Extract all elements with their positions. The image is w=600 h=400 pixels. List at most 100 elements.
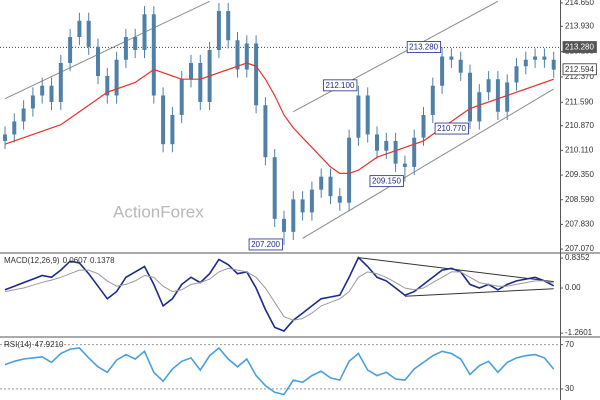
y-tick-label: 212.370 [565,72,594,81]
candle-body [300,199,305,213]
indicator-name: RSI(14) [4,340,32,349]
y-tick-label: 30 [565,384,574,393]
candle-body [151,14,156,96]
y-tick-label: 0.00 [565,283,581,292]
candle-body [49,85,54,102]
candle-body [356,95,361,138]
indicator-line [4,267,554,321]
candle-body [282,218,286,232]
y-tick-label: 207.070 [565,244,594,253]
candle-body [86,20,91,47]
reference-line-label: 213.280 [565,43,594,52]
candle-body [458,59,463,73]
candle-body [347,137,352,203]
y-tick-label: 208.590 [565,195,594,204]
indicator-readout: 47.9210 [35,340,64,349]
indicator-name: MACD(12,26,9) [4,256,60,265]
y-tick-label: 70 [565,340,574,349]
indicator-line [4,256,555,332]
candle-body [3,134,7,141]
trendline [302,88,554,239]
candle-body [402,163,407,167]
label-box [434,122,469,135]
candle-body [486,79,491,93]
candle-body [337,196,342,203]
candle-body [68,37,73,63]
candle-body [96,46,100,76]
y-tick-label: -1.2601 [565,328,593,337]
candle-body [551,59,556,70]
y-tick-label: 209.350 [565,170,594,179]
candle-body [468,72,472,122]
candle-body [514,66,519,83]
candle-body [412,137,417,167]
label-box [369,175,404,188]
candle-body [542,56,547,60]
y-tick-label: 213.930 [565,21,594,30]
trendline [293,0,499,113]
y-tick-label: 210.870 [565,121,594,130]
annotation-label: 212.100 [325,81,354,90]
candle-body [226,11,231,41]
candle-body [114,59,119,96]
y-tick-label: 207.830 [565,220,594,229]
candle-body [77,20,82,38]
candle-body [309,189,314,213]
annotation-label: 209.150 [372,177,401,186]
candle-body [319,176,324,190]
candle-body [421,114,426,138]
indicator-readout: 0.1378 [90,256,115,265]
candle-body [161,95,166,145]
candle-body [21,108,26,122]
candle-body [263,105,268,158]
candle-body [244,43,249,70]
candle-body [123,37,128,60]
candle-body [393,140,398,164]
candle-body [272,157,277,219]
candle-body [254,43,259,106]
annotation-label: 207.200 [251,240,280,249]
moving-average-line [4,62,554,174]
y-tick-label: 211.590 [565,97,594,106]
panel-label: RSI(14) 47.9210 [4,340,64,349]
candle-body [40,85,45,96]
candle-body [477,92,482,122]
candle-body [533,56,538,60]
candle-body [133,37,138,51]
candle-body [235,40,240,70]
candle-body [105,75,110,96]
annotation-label: 213.280 [409,43,438,52]
panel-label: MACD(12,26,9) 0.0607 0.1378 [4,256,115,265]
trendline [4,0,210,100]
label-box [562,63,597,76]
y-tick-label: 214.650 [565,0,594,7]
candle-body [58,63,63,102]
last-price-label: 212.594 [565,65,594,74]
indicator-readout: 0.0607 [63,256,88,265]
y-tick-label: 210.110 [565,145,594,154]
y-tick-label: 0.8352 [565,253,590,262]
annotation-label: 210.770 [437,124,466,133]
candle-body [365,95,370,135]
candle-body [189,63,193,80]
trendline [404,288,554,297]
candle-body [449,56,454,60]
candle-body [142,14,147,51]
candle-body [523,59,528,67]
candle-body [216,11,221,51]
candle-body [430,85,435,115]
candle-body [12,121,17,135]
label-box [248,238,283,251]
label-box [406,41,442,53]
indicator-line [4,346,555,396]
candle-body [291,199,296,232]
candle-body [384,140,389,151]
candle-body [328,176,333,197]
label-box [562,41,597,53]
label-box [323,79,358,92]
candle-body [440,56,445,86]
candle-body [30,95,35,109]
candle-body [505,82,510,112]
